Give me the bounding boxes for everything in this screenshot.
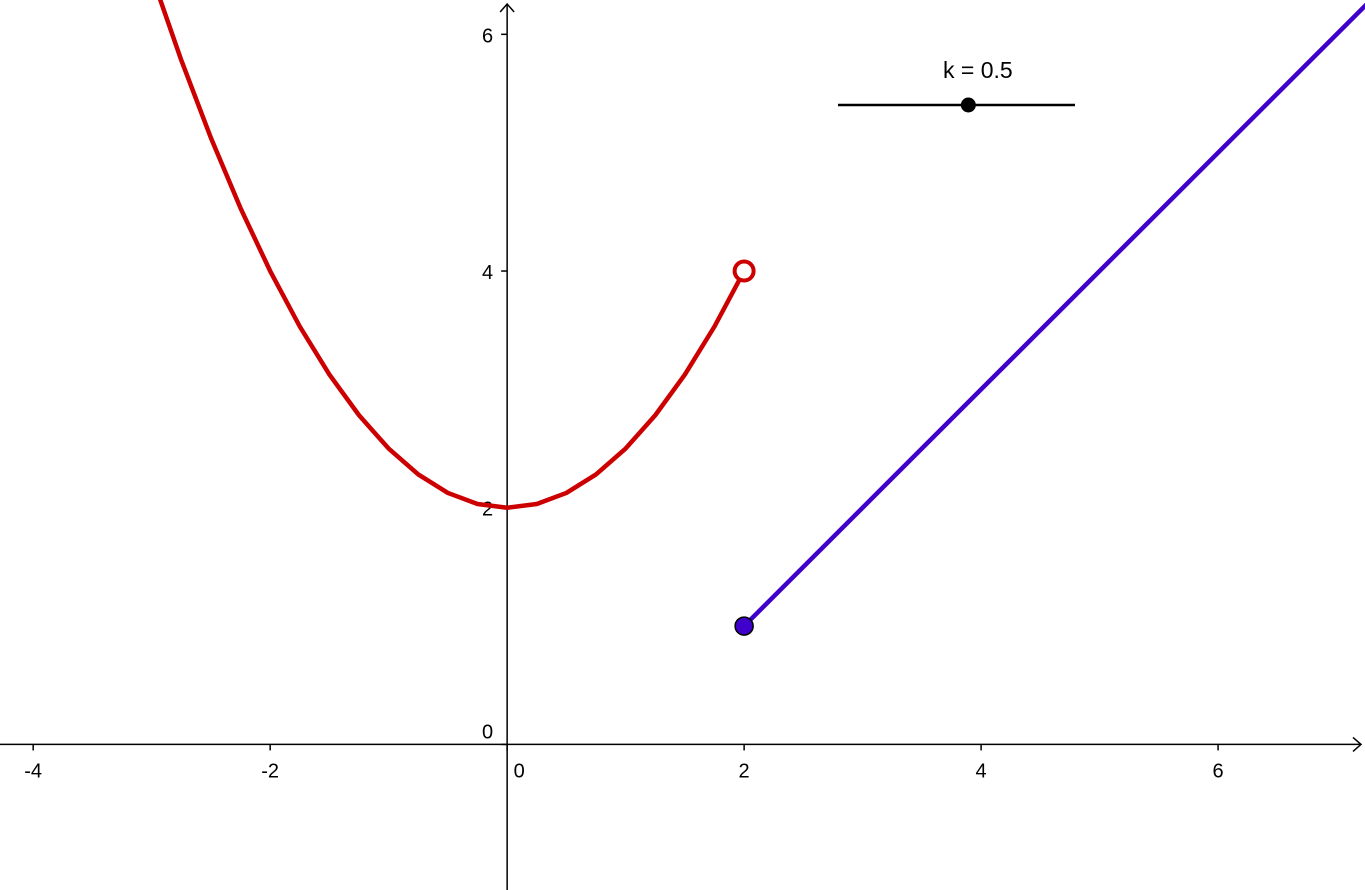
function-curve xyxy=(741,2,1365,629)
slider-label: k = 0.5 xyxy=(943,57,1013,83)
x-tick-label: -2 xyxy=(261,760,279,782)
y-axis-arrow xyxy=(499,2,515,13)
x-tick-label: 6 xyxy=(1213,760,1224,782)
open-endpoint xyxy=(732,259,756,283)
x-tick-label: 4 xyxy=(976,760,987,782)
function-curve xyxy=(157,0,747,510)
closed-endpoint xyxy=(734,616,754,636)
y-tick-label: 0 xyxy=(482,721,493,743)
x-tick-label: 0 xyxy=(514,760,525,782)
y-tick-label: 4 xyxy=(482,262,493,284)
x-tick-label: -4 xyxy=(24,760,42,782)
y-tick-label: 6 xyxy=(482,25,493,47)
y-tick-label: 2 xyxy=(482,499,493,521)
x-axis-arrow xyxy=(1352,736,1363,752)
slider-knob[interactable] xyxy=(960,97,976,113)
x-tick-label: 2 xyxy=(739,760,750,782)
